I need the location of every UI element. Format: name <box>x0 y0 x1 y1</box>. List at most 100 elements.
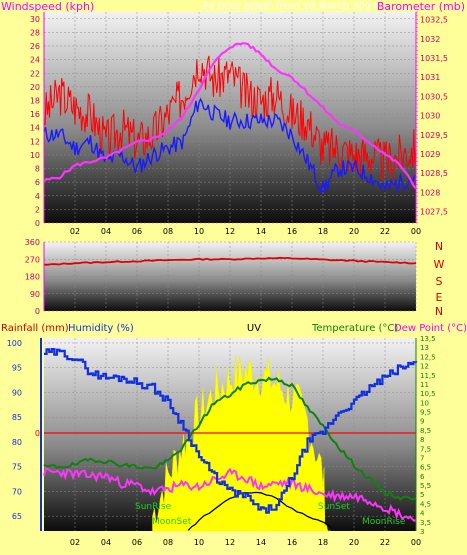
barometer-y-tick-label: 1028 <box>420 188 440 197</box>
compass-n-top: N <box>435 240 443 253</box>
direction-y-tick-label: 180 <box>25 273 40 282</box>
temperature-y-tick-label: 8,5 <box>420 427 431 435</box>
humidity-y-tick-label: 80 <box>12 438 22 447</box>
barometer-series-line <box>43 42 417 190</box>
temperature-y-tick-label: 3 <box>420 528 424 536</box>
temperature-label: Temperature (°C) <box>311 323 398 334</box>
rain-x-tick-label: 14 <box>256 538 266 547</box>
rain-x-tick-label: 02 <box>70 538 80 547</box>
temperature-series-line <box>43 376 417 501</box>
barometer-y-tick-label: 1031,5 <box>420 54 448 63</box>
barometer-y-tick-label: 1029 <box>420 150 440 159</box>
barometer-y-tick-label: 1032,5 <box>420 16 448 25</box>
humidity-series-line <box>44 348 418 514</box>
barometer-y-tick-label: 1030,5 <box>420 92 448 101</box>
wind-y-tick-label: 24 <box>30 56 40 65</box>
windspeed-label: Windspeed (kph) <box>1 0 94 13</box>
humidity-y-tick-label: 70 <box>12 487 22 496</box>
barometer-y-tick-label: 1030 <box>420 112 440 121</box>
wind-x-tick-label: 02 <box>70 227 80 236</box>
wind-x-tick-label: 20 <box>349 227 359 236</box>
wind-x-tick-label: 10 <box>194 227 204 236</box>
wind-x-tick-label: 14 <box>256 227 266 236</box>
temperature-y-tick-label: 12 <box>420 363 429 371</box>
temperature-y-tick-label: 3,5 <box>420 519 431 527</box>
compass-n-bottom: N <box>435 305 443 318</box>
wind-y-tick-label: 16 <box>30 110 40 119</box>
wind-x-tick-label: 18 <box>318 227 328 236</box>
gust-series-line <box>43 55 417 181</box>
wind-y-tick-label: 2 <box>35 205 40 214</box>
rain-x-tick-label: 00 <box>411 538 421 547</box>
temperature-y-tick-label: 6 <box>420 473 425 481</box>
rain-x-tick-label: 12 <box>225 538 235 547</box>
compass-w: W <box>434 258 445 271</box>
rainfall-label: Rainfall (mm) <box>1 323 69 334</box>
wind-y-tick-label: 26 <box>30 42 40 51</box>
humidity-y-tick-label: 75 <box>12 463 22 472</box>
humidity-y-tick-label: 100 <box>7 339 22 348</box>
rain-x-tick-label: 18 <box>318 538 328 547</box>
wind-y-tick-label: 10 <box>30 151 40 160</box>
solar-series-line <box>187 491 332 531</box>
wind-x-tick-label: 06 <box>132 227 142 236</box>
wind-y-tick-label: 30 <box>30 15 40 24</box>
direction-y-tick-label: 270 <box>25 255 40 264</box>
wind-x-tick-label: 08 <box>163 227 173 236</box>
rain-x-tick-label: 08 <box>163 538 173 547</box>
wind-y-tick-label: 28 <box>30 28 40 37</box>
temperature-y-tick-label: 5 <box>420 491 424 499</box>
rain-x-tick-label: 22 <box>380 538 390 547</box>
wind-y-tick-label: 6 <box>35 178 40 187</box>
direction-y-tick-label: 90 <box>30 290 40 299</box>
compass-s: S <box>436 275 443 288</box>
direction-y-tick-label: 0 <box>35 307 40 316</box>
wind-y-tick-label: 14 <box>30 124 40 133</box>
wind-x-tick-label: 00 <box>411 227 421 236</box>
barometer-y-tick-label: 1031 <box>420 73 440 82</box>
temperature-y-tick-label: 11,5 <box>420 372 436 380</box>
wind-y-tick-label: 20 <box>30 83 40 92</box>
temperature-y-tick-label: 4,5 <box>420 500 431 508</box>
wind-y-tick-label: 4 <box>35 192 40 201</box>
rain-y-tick-label: 0 <box>35 429 40 438</box>
dewpoint-series-line <box>43 466 417 522</box>
rain-x-tick-label: 06 <box>132 538 142 547</box>
temperature-y-tick-label: 13 <box>420 344 429 352</box>
direction-series-line <box>44 256 417 266</box>
wind-x-tick-label: 12 <box>225 227 235 236</box>
wind-y-tick-label: 18 <box>30 96 40 105</box>
temperature-y-tick-label: 7,5 <box>420 445 431 453</box>
barometer-label: Barometer (mb) <box>377 0 465 13</box>
barometer-y-tick-label: 1027,5 <box>420 207 448 216</box>
dewpoint-label: Dew Point (°C) <box>394 323 467 334</box>
humidity-y-tick-label: 90 <box>12 388 22 397</box>
rain-x-tick-label: 04 <box>101 538 111 547</box>
barometer-y-tick-label: 1032 <box>420 35 440 44</box>
temperature-y-tick-label: 9 <box>420 418 424 426</box>
temperature-y-tick-label: 5,5 <box>420 482 431 490</box>
temperature-y-tick-label: 6,5 <box>420 464 431 472</box>
barometer-y-tick-label: 1029,5 <box>420 131 448 140</box>
chart-title: 24 hour graph from 19 March 2017 <box>202 1 378 12</box>
humidity-label: Humidity (%) <box>68 323 134 334</box>
rain-x-tick-label: 16 <box>287 538 297 547</box>
uv-label: UV <box>247 323 261 334</box>
humidity-y-tick-label: 85 <box>12 413 22 422</box>
direction-y-tick-label: 360 <box>25 238 40 247</box>
temperature-y-tick-label: 4 <box>420 510 425 518</box>
wind-y-tick-label: 0 <box>35 219 40 228</box>
moonrise-annotation: MoonRise <box>362 517 406 527</box>
wind-x-tick-label: 22 <box>380 227 390 236</box>
wind-y-tick-label: 22 <box>30 69 40 78</box>
temperature-y-tick-label: 7 <box>420 454 424 462</box>
temperature-y-tick-label: 9,5 <box>420 409 431 417</box>
sunset-annotation: SunSet <box>318 502 350 512</box>
temperature-y-tick-label: 11 <box>420 381 429 389</box>
barometer-y-tick-label: 1028,5 <box>420 169 448 178</box>
temperature-y-tick-label: 13,5 <box>420 335 436 343</box>
wind-y-tick-label: 12 <box>30 137 40 146</box>
compass-e: E <box>436 291 443 304</box>
temperature-y-tick-label: 12,5 <box>420 353 436 361</box>
